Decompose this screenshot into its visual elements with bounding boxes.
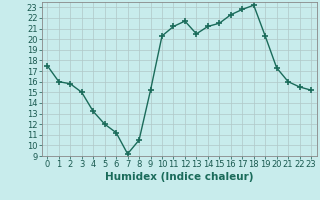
X-axis label: Humidex (Indice chaleur): Humidex (Indice chaleur) xyxy=(105,172,253,182)
